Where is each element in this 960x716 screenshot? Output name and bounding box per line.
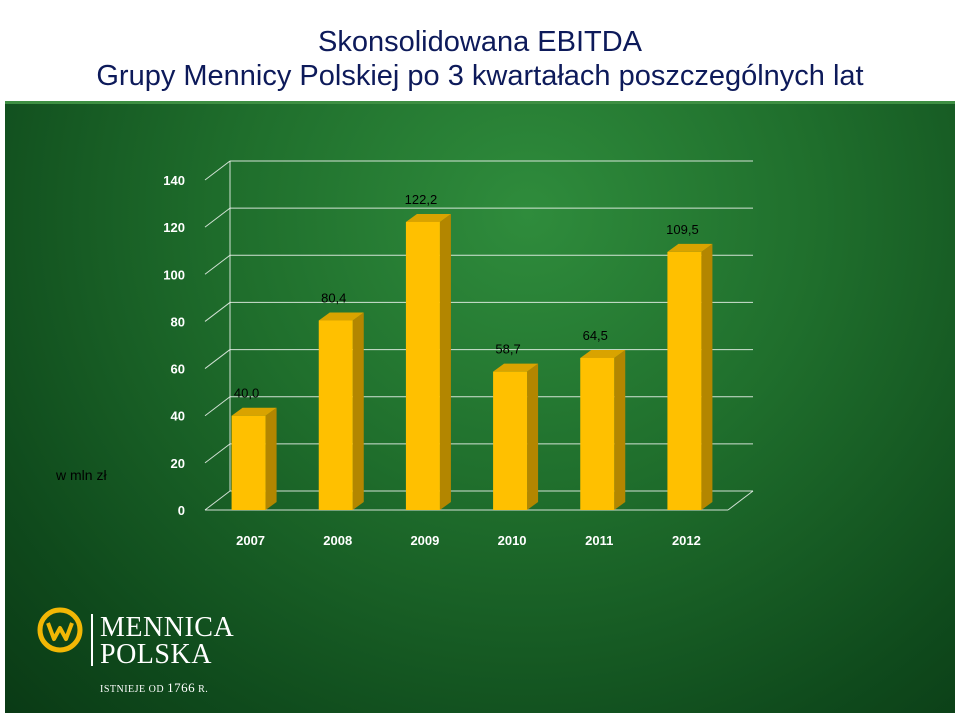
x-tick-label-2008: 2008 <box>323 533 352 548</box>
y-tick-label-80: 80 <box>171 314 185 329</box>
y-tick-label-20: 20 <box>171 456 185 471</box>
bar-top-2009 <box>405 213 451 222</box>
gridline-side-20 <box>204 443 231 464</box>
gridline-side-80 <box>204 302 231 322</box>
bar-2011 <box>580 357 615 510</box>
bar-top-2011 <box>580 349 626 358</box>
data-label-2012: 109,5 <box>666 222 699 237</box>
brand-divider <box>91 614 93 666</box>
data-label-2010: 58,7 <box>495 342 520 357</box>
since-year: 1766 <box>167 680 196 695</box>
bar-top-2008 <box>318 312 364 321</box>
brand-name-line2: POLSKA <box>100 639 212 670</box>
bar-side-2011 <box>614 349 626 510</box>
bar-top-2010 <box>493 363 539 372</box>
since-prefix: ISTNIEJE OD <box>100 684 165 695</box>
data-label-2011: 64,5 <box>583 328 608 343</box>
bar-2012 <box>667 251 702 510</box>
title-divider <box>5 101 955 104</box>
gridline-side-60 <box>204 349 231 369</box>
bar-2008 <box>318 320 353 510</box>
x-tick-label-2009: 2009 <box>410 533 439 548</box>
x-tick-label-2007: 2007 <box>236 533 265 548</box>
bar-side-2008 <box>352 312 364 510</box>
gridline-side-120 <box>204 207 231 228</box>
since-suffix: R. <box>198 684 209 695</box>
y-tick-label-40: 40 <box>171 409 185 424</box>
gridline-side-100 <box>204 254 231 275</box>
bar-side-2007 <box>265 407 277 510</box>
y-tick-label-140: 140 <box>163 173 185 188</box>
x-tick-label-2010: 2010 <box>498 533 527 548</box>
slide-background <box>5 0 955 713</box>
data-label-2009: 122,2 <box>405 192 438 207</box>
gridline-side-40 <box>204 396 231 417</box>
gridline-side-140 <box>204 160 231 181</box>
y-tick-label-0: 0 <box>178 503 185 518</box>
bar-2009 <box>405 221 440 510</box>
y-tick-label-60: 60 <box>171 362 185 377</box>
bar-top-2007 <box>231 407 277 416</box>
unit-label: w mln zł <box>56 467 107 483</box>
bar-top-2012 <box>667 243 713 252</box>
bar-side-2009 <box>439 213 451 510</box>
page-subtitle: Grupy Mennicy Polskiej po 3 kwartałach p… <box>96 60 864 92</box>
brand-name-line1: MENNICA <box>100 612 235 643</box>
bar-side-2010 <box>527 363 539 510</box>
data-label-2007: 40,0 <box>234 386 259 401</box>
title-area <box>5 0 955 102</box>
x-tick-label-2012: 2012 <box>672 533 701 548</box>
mennica-logo-icon <box>37 607 83 653</box>
gridline-side-0 <box>204 490 231 511</box>
y-tick-label-120: 120 <box>163 220 185 235</box>
data-label-2008: 80,4 <box>321 290 346 305</box>
bar-2010 <box>493 371 528 510</box>
x-tick-label-2011: 2011 <box>585 533 613 548</box>
page-title: Skonsolidowana EBITDA <box>318 26 642 58</box>
floor-right-edge <box>727 490 754 511</box>
bar-2007 <box>231 415 266 510</box>
y-tick-label-100: 100 <box>163 267 185 282</box>
brand-since: ISTNIEJE OD 1766 R. <box>100 680 208 696</box>
bar-side-2012 <box>701 243 713 510</box>
